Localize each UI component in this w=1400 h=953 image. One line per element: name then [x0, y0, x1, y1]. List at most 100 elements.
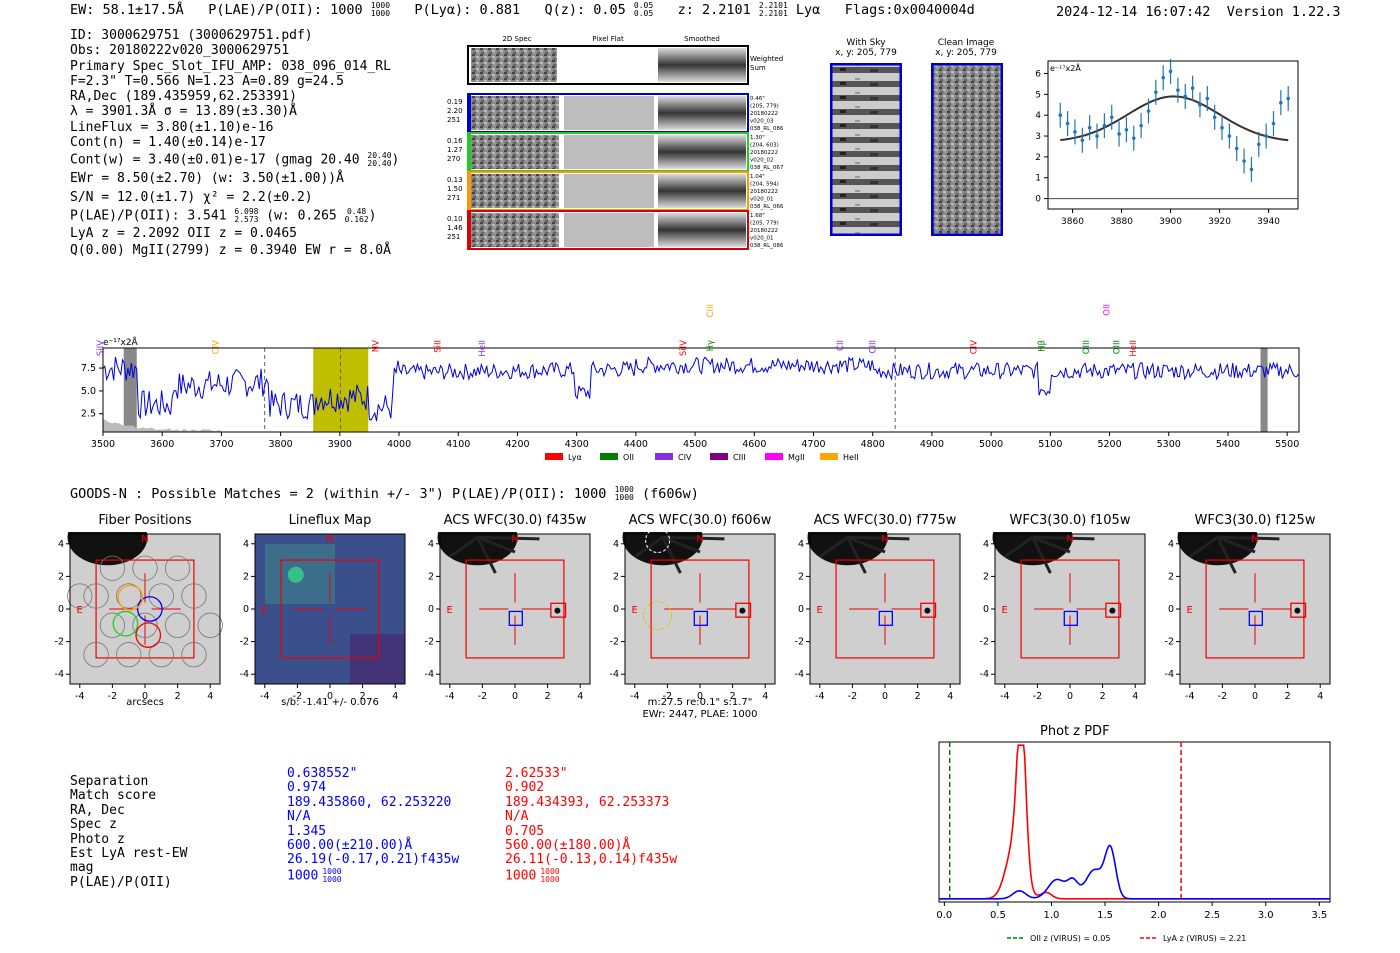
thumb-title-0: Fiber Positions — [60, 513, 230, 528]
info-contw: Cont(w) = 3.40(±0.01)e-17 (gmag 20.40 20… — [70, 152, 399, 168]
fit-data-point — [1066, 122, 1070, 126]
header-qz-lo: 0.05 — [634, 10, 653, 18]
fit-ytick-label: 5 — [1035, 90, 1041, 100]
match-table-red: 2.62533" 0.902 189.434393, 62.253373 N/A 0.7… — [505, 767, 677, 884]
table-blue-value: N/A — [287, 810, 459, 824]
clean-image — [931, 63, 1003, 236]
info-line-5: λ = 3901.3Å σ = 13.89(±3.30)Å — [70, 104, 399, 119]
spec-line-label: CIV — [211, 340, 221, 354]
spec-legend-swatch — [600, 453, 618, 460]
spec-xtick-label: 3500 — [91, 439, 115, 450]
cutout-2dspec — [471, 96, 559, 130]
fit-data-point — [1117, 132, 1121, 136]
spec-legend-label: OII — [623, 453, 634, 462]
info-plae: P(LAE)/P(OII): 3.541 6.098 2.573 (w: 0.26… — [70, 208, 399, 224]
fit-xtick-label: 3940 — [1257, 217, 1280, 227]
spec-xtick-label: 4400 — [624, 439, 648, 450]
thumb-panel-3: NE-4-4-2-2002244 — [605, 532, 783, 710]
thumb-ytick-label: 2 — [243, 571, 249, 582]
thumb-panel-0: NE-4-4-2-2002244 — [50, 532, 228, 710]
cutout-right-info: 1.04" — [750, 174, 765, 180]
clean-label: Clean Image — [928, 38, 1004, 48]
with-sky-image — [830, 63, 902, 236]
info-plae-end: ) — [369, 208, 377, 223]
thumb-title-6: WFC3(30.0) f125w — [1170, 513, 1340, 528]
thumb-xtick-label: 0 — [1067, 691, 1073, 702]
table-label: Separation — [70, 775, 187, 789]
cutout-smoothed — [658, 96, 746, 130]
east-label: E — [632, 605, 638, 616]
spec-line-label: Hγ — [706, 340, 716, 351]
fit-data-point — [1198, 103, 1202, 107]
cutout-left-stat: 251 — [447, 116, 460, 124]
thumb-ytick-label: -2 — [795, 637, 804, 648]
north-label: N — [326, 534, 333, 545]
north-label: N — [1066, 534, 1073, 545]
cutout-left-stat: 1.46 — [447, 224, 463, 232]
info-line-4: RA,Dec (189.435959,62.253391) — [70, 89, 399, 104]
spec-xtick-label: 5200 — [1097, 439, 1121, 450]
spec-xtick-label: 4100 — [446, 439, 470, 450]
spectra-cutouts: 2D Spec Pixel Flat Smoothed Weighted Sum… — [440, 30, 800, 260]
header-z: z: 2.2101 — [678, 2, 751, 18]
table-red-value: 26.11(-0.13,0.14)f435w — [505, 853, 677, 867]
cutout-2dspec — [471, 174, 559, 208]
photz-title: Phot z PDF — [1040, 724, 1110, 739]
clean-xy: x, y: 205, 779 — [928, 48, 1004, 58]
spec-ytick-label: 5.0 — [81, 386, 96, 397]
col-title-smoothed: Smoothed — [684, 35, 720, 43]
thumb-ytick-label: 4 — [243, 539, 249, 550]
photz-xtick-label: 0.0 — [936, 910, 952, 921]
info-lyaz: LyA z = 2.2092 OII z = 0.0465 — [70, 226, 399, 241]
cutout-smoothed — [658, 174, 746, 208]
matches-title: GOODS-N : Possible Matches = 2 (within +… — [70, 486, 699, 502]
spec-legend-swatch — [655, 453, 673, 460]
thumb-ytick-label: 0 — [58, 604, 64, 615]
fit-data-point — [1081, 138, 1085, 142]
fit-data-point — [1058, 113, 1062, 117]
photz-xtick-label: 2.5 — [1204, 910, 1220, 921]
cutout-row-3: 0.101.462511.68"(205, 779)20180222v020_0… — [447, 211, 784, 249]
cutout-right-info: 1.68" — [750, 213, 765, 219]
spec-sky-fill — [103, 420, 221, 432]
thumb-ytick-label: 2 — [1168, 571, 1174, 582]
header-timestamp: 2024-12-14 16:07:42 Version 1.22.3 — [1056, 4, 1341, 20]
spec-legend-swatch — [765, 453, 783, 460]
fit-data-point — [1213, 115, 1217, 119]
fit-data-point — [1250, 168, 1254, 172]
cutout-left-stat: 1.27 — [447, 146, 463, 154]
thumb-ytick-label: 2 — [613, 571, 619, 582]
spec-xtick-label: 4900 — [920, 439, 944, 450]
spec-xtick-label: 5400 — [1216, 439, 1240, 450]
table-blue-value: 1000 — [287, 868, 318, 883]
cutout-pixelflat — [564, 174, 654, 208]
spec-xtick-label: 4200 — [505, 439, 529, 450]
lineflux-peak — [288, 567, 304, 583]
spec-line-label: CII — [836, 340, 846, 351]
spec-legend-label: CIV — [678, 453, 692, 462]
spec-xtick-label: 4500 — [683, 439, 707, 450]
thumb-ytick-label: 0 — [983, 604, 989, 615]
east-label: E — [447, 605, 453, 616]
thumb-xtick-label: -4 — [1000, 691, 1009, 702]
spec-masked-region — [124, 348, 137, 432]
cutout-left-stat: 0.16 — [447, 137, 463, 145]
thumb-ytick-label: -2 — [425, 637, 434, 648]
spec-xtick-label: 4000 — [387, 439, 411, 450]
spec-ytick-label: 2.5 — [81, 409, 96, 420]
table-label: Match score — [70, 789, 187, 803]
diffraction-spike — [1033, 537, 1095, 539]
photz-plot: 0.0 0.5 1.0 1.5 2.0 2.5 3.0 3.5OII z (VIRUS) = … — [920, 740, 1340, 945]
thumb-title-5: WFC3(30.0) f105w — [985, 513, 1155, 528]
thumb-title-4: ACS WFC(30.0) f775w — [800, 513, 970, 528]
matches-title-text: GOODS-N : Possible Matches = 2 (within +… — [70, 486, 606, 502]
cutout-row-1: 0.161.272701.30"(204, 603)20180222v020_0… — [447, 133, 784, 171]
fit-data-point — [1088, 126, 1092, 130]
header-ew: EW: 58.1±17.5Å — [70, 2, 184, 18]
fit-ytick-label: 6 — [1035, 70, 1041, 80]
table-blue-value: 0.638552" — [287, 767, 459, 781]
thumb-ytick-label: 2 — [428, 571, 434, 582]
east-label: E — [77, 605, 83, 616]
table-red-row: 1000 1000 1000 — [505, 868, 677, 884]
companion-source — [1294, 608, 1300, 614]
